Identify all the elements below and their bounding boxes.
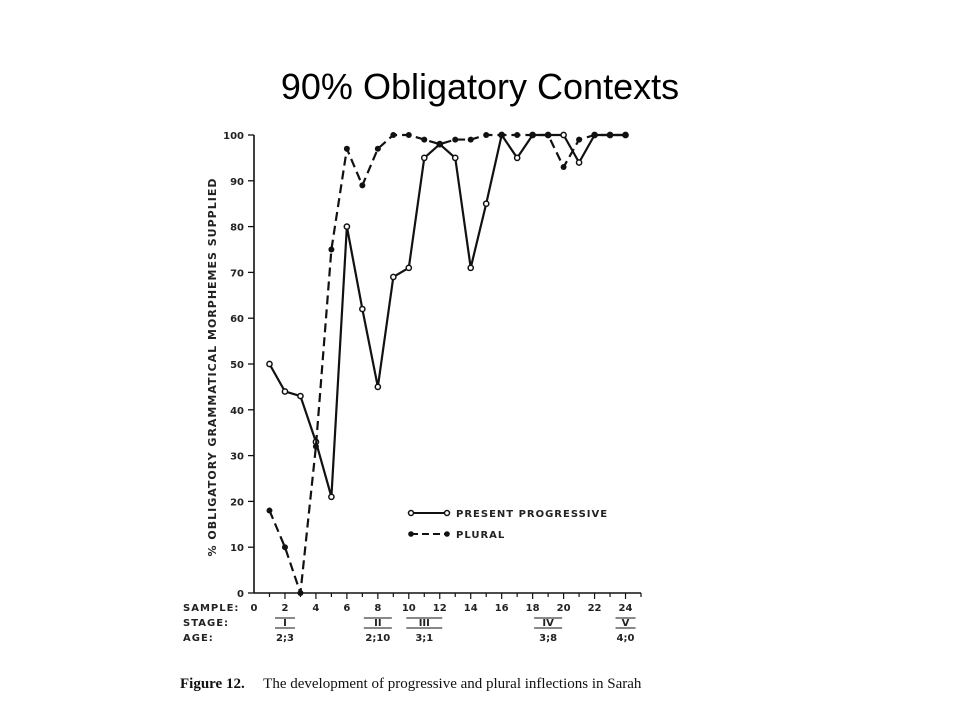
data-point-present-progressive <box>560 131 567 139</box>
data-point-present-progressive <box>575 159 583 166</box>
series-line-plural <box>268 133 626 595</box>
axes <box>253 135 641 594</box>
y-tick-label: 20 <box>230 497 244 508</box>
legend: PRESENT PROGRESSIVE PLURAL <box>407 509 608 541</box>
data-point-plural <box>576 136 583 143</box>
stage-label: V <box>622 618 630 629</box>
data-point-present-progressive <box>266 360 273 368</box>
data-point-plural <box>297 590 304 596</box>
data-point-present-progressive <box>451 154 459 162</box>
data-point-plural <box>452 136 459 143</box>
data-point-present-progressive <box>513 154 521 162</box>
data-point-present-progressive <box>281 388 289 395</box>
data-point-present-progressive <box>482 200 490 208</box>
data-point-plural <box>591 132 598 138</box>
stage-labels: I II III IV V <box>274 617 636 629</box>
data-point-plural <box>312 443 319 450</box>
age-label: 4;0 <box>617 633 635 644</box>
age-row-label: AGE: <box>183 633 214 644</box>
y-tick-label: 100 <box>223 131 244 142</box>
sample-tick-label: 0 <box>251 603 258 614</box>
y-tick-label: 60 <box>230 314 244 325</box>
sample-tick-labels: 0 2 4 6 8 10 12 14 16 18 20 22 24 <box>251 603 633 614</box>
stage-label: II <box>374 618 381 629</box>
age-label: 2;3 <box>276 633 294 644</box>
data-point-plural <box>266 507 273 514</box>
data-point-present-progressive <box>359 305 366 313</box>
data-point-plural <box>343 145 350 152</box>
y-tick-label: 10 <box>230 543 244 554</box>
y-tick-label: 90 <box>230 177 244 188</box>
age-label: 3;8 <box>539 633 557 644</box>
y-tick-label: 40 <box>230 406 244 417</box>
y-axis-ticks: 0 10 20 30 40 50 60 70 80 90 100 <box>223 131 254 600</box>
data-point-present-progressive <box>374 383 382 391</box>
data-point-plural <box>374 145 381 152</box>
data-point-plural <box>436 141 443 148</box>
slide-title: 90% Obligatory Contexts <box>280 66 680 107</box>
data-point-present-progressive <box>467 264 475 272</box>
sample-tick-label: 8 <box>374 603 381 614</box>
data-point-plural <box>529 132 536 138</box>
y-tick-label: 0 <box>237 589 244 600</box>
age-labels: 2;3 2;10 3;1 3;8 4;0 <box>276 633 635 644</box>
data-point-plural <box>560 164 567 171</box>
data-point-plural <box>545 132 552 138</box>
data-point-plural <box>622 132 629 138</box>
stage-label: III <box>419 618 430 629</box>
data-point-present-progressive <box>297 392 304 400</box>
sample-tick-label: 12 <box>433 603 447 614</box>
sample-tick-label: 4 <box>312 603 319 614</box>
data-point-present-progressive <box>420 154 428 162</box>
x-axis-ticks <box>268 593 642 599</box>
figure-caption-text: The development of progressive and plura… <box>263 676 642 692</box>
y-tick-label: 70 <box>230 268 244 279</box>
data-point-plural <box>328 246 335 253</box>
data-point-plural <box>359 182 366 189</box>
sample-tick-label: 2 <box>281 603 288 614</box>
data-point-plural <box>421 136 428 143</box>
series-line-present-progressive <box>268 133 626 498</box>
sample-tick-label: 6 <box>343 603 350 614</box>
figure-caption-label: Figure 12. <box>180 676 245 692</box>
data-point-plural <box>498 132 505 138</box>
y-tick-label: 50 <box>230 360 244 371</box>
data-point-present-progressive <box>389 273 397 281</box>
legend-label-plural: PLURAL <box>456 530 505 541</box>
legend-marker-present-progressive-end <box>443 509 451 517</box>
data-point-present-progressive <box>405 264 413 272</box>
stage-label: I <box>283 618 287 629</box>
figure-caption: Figure 12. The development of progressiv… <box>180 675 642 692</box>
sample-tick-label: 18 <box>526 603 540 614</box>
legend-label-present-progressive: PRESENT PROGRESSIVE <box>456 509 608 520</box>
legend-marker-plural-end <box>444 531 450 537</box>
sample-tick-label: 16 <box>495 603 509 614</box>
data-point-plural <box>607 132 614 138</box>
stage-label: IV <box>542 618 554 629</box>
sample-tick-label: 22 <box>588 603 602 614</box>
sample-tick-label: 24 <box>619 603 633 614</box>
y-tick-label: 80 <box>230 223 244 234</box>
age-label: 3;1 <box>415 633 433 644</box>
y-axis-label: % OBLIGATORY GRAMMATICAL MORPHEMES SUPPL… <box>206 178 219 557</box>
stage-row-label: STAGE: <box>183 618 229 629</box>
sample-row-label: SAMPLE: <box>183 603 239 614</box>
age-label: 2;10 <box>365 633 390 644</box>
data-point-present-progressive <box>343 223 351 230</box>
y-tick-label: 30 <box>230 452 244 463</box>
data-point-plural <box>514 132 521 138</box>
data-point-plural <box>483 132 490 138</box>
series-group <box>266 131 629 596</box>
legend-marker-present-progressive <box>407 509 415 517</box>
data-point-plural <box>467 136 474 143</box>
sample-tick-label: 10 <box>402 603 416 614</box>
sample-tick-label: 20 <box>557 603 571 614</box>
data-point-plural <box>281 544 288 551</box>
data-point-present-progressive <box>328 493 335 501</box>
sample-tick-label: 14 <box>464 603 478 614</box>
legend-marker-plural <box>408 531 414 537</box>
data-point-plural <box>405 132 412 138</box>
data-point-plural <box>390 132 397 138</box>
